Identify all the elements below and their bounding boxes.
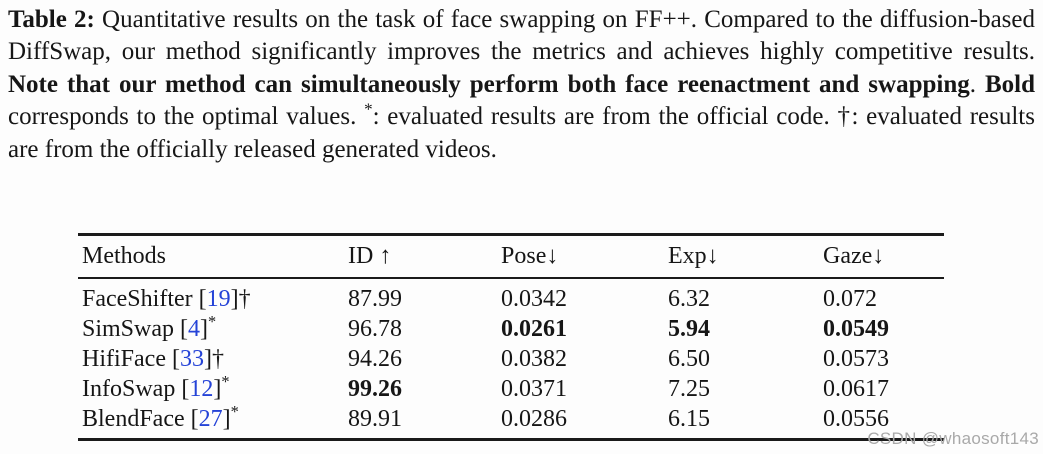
citation-marker: ] — [222, 405, 231, 432]
method-name: SimSwap [ — [82, 315, 189, 342]
exp-cell: 6.32 — [668, 285, 710, 312]
header-row: Methods ID ↑ Pose↓ Exp↓ Gaze↓ — [78, 234, 944, 279]
table-row: BlendFace [27]* 89.91 0.0286 6.15 0.0556 — [78, 401, 944, 440]
id-cell: 99.26 — [348, 375, 402, 402]
method-name: BlendFace [ — [82, 405, 199, 432]
table-row: FaceShifter [19]† 87.99 0.0342 6.32 0.07… — [78, 278, 944, 314]
id-cell: 87.99 — [348, 285, 402, 312]
header-exp: Exp↓ — [668, 234, 823, 279]
pose-cell: 0.0371 — [501, 375, 567, 402]
pose-cell: 0.0286 — [501, 405, 567, 432]
gaze-cell: 0.0617 — [823, 375, 889, 402]
method-name: HifiFace [ — [82, 345, 180, 372]
table-row: InfoSwap [12]* 99.26 0.0371 7.25 0.0617 — [78, 371, 944, 404]
gaze-cell: 0.0556 — [823, 405, 889, 432]
pose-cell: 0.0382 — [501, 345, 567, 372]
results-table: Methods ID ↑ Pose↓ Exp↓ Gaze↓ FaceShifte… — [78, 233, 944, 441]
header-methods: Methods — [78, 234, 348, 279]
method-cell: HifiFace [33]† — [78, 344, 348, 374]
method-cell: BlendFace [27]* — [78, 401, 348, 440]
pose-cell: 0.0261 — [501, 315, 567, 342]
citation-link[interactable]: 19 — [206, 285, 231, 312]
id-cell: 94.26 — [348, 345, 402, 372]
table-caption: Table 2: Quantitative results on the tas… — [8, 4, 1035, 166]
citation-marker: ] — [200, 315, 209, 342]
caption-bold-note: Note that our method can simultaneously … — [8, 70, 970, 98]
header-id: ID ↑ — [348, 234, 501, 279]
method-cell: FaceShifter [19]† — [78, 278, 348, 314]
exp-cell: 6.50 — [668, 345, 710, 372]
caption-label: Table 2: — [8, 6, 95, 33]
caption-text: Quantitative results on the task of face… — [8, 6, 1035, 66]
method-name: FaceShifter [ — [82, 285, 207, 312]
gaze-cell: 0.0549 — [823, 315, 889, 342]
table-row: SimSwap [4]* 96.78 0.0261 5.94 0.0549 — [78, 311, 944, 344]
table-row: HifiFace [33]† 94.26 0.0382 6.50 0.0573 — [78, 344, 944, 374]
watermark: CSDN @whaosoft143 — [867, 429, 1039, 448]
citation-marker: ]† — [203, 345, 224, 372]
id-cell: 89.91 — [348, 405, 402, 432]
method-cell: InfoSwap [12]* — [78, 371, 348, 404]
method-name: InfoSwap [ — [82, 375, 190, 402]
citation-marker: ]† — [230, 285, 251, 312]
caption-text: : evaluated results are from the officia… — [8, 103, 1035, 163]
exp-cell: 6.15 — [668, 405, 710, 432]
asterisk-marker: * — [221, 371, 230, 391]
pose-cell: 0.0342 — [501, 285, 567, 312]
caption-bold-word: Bold — [984, 70, 1035, 98]
gaze-cell: 0.0573 — [823, 345, 889, 372]
asterisk-marker: * — [230, 401, 239, 421]
exp-cell: 7.25 — [668, 375, 710, 402]
citation-marker: ] — [213, 375, 222, 402]
gaze-cell: 0.072 — [823, 285, 877, 312]
citation-link[interactable]: 4 — [188, 315, 201, 342]
header-gaze: Gaze↓ — [823, 234, 944, 279]
citation-link[interactable]: 27 — [198, 405, 223, 432]
header-pose: Pose↓ — [501, 234, 668, 279]
id-cell: 96.78 — [348, 315, 402, 342]
exp-cell: 5.94 — [668, 315, 710, 342]
caption-text: . — [969, 70, 985, 98]
asterisk-marker: * — [208, 311, 217, 331]
asterisk-footnote-marker: * — [364, 99, 373, 119]
citation-link[interactable]: 12 — [189, 375, 214, 402]
caption-text: corresponds to the optimal values. — [8, 103, 365, 131]
method-cell: SimSwap [4]* — [78, 311, 348, 344]
citation-link[interactable]: 33 — [179, 345, 204, 372]
